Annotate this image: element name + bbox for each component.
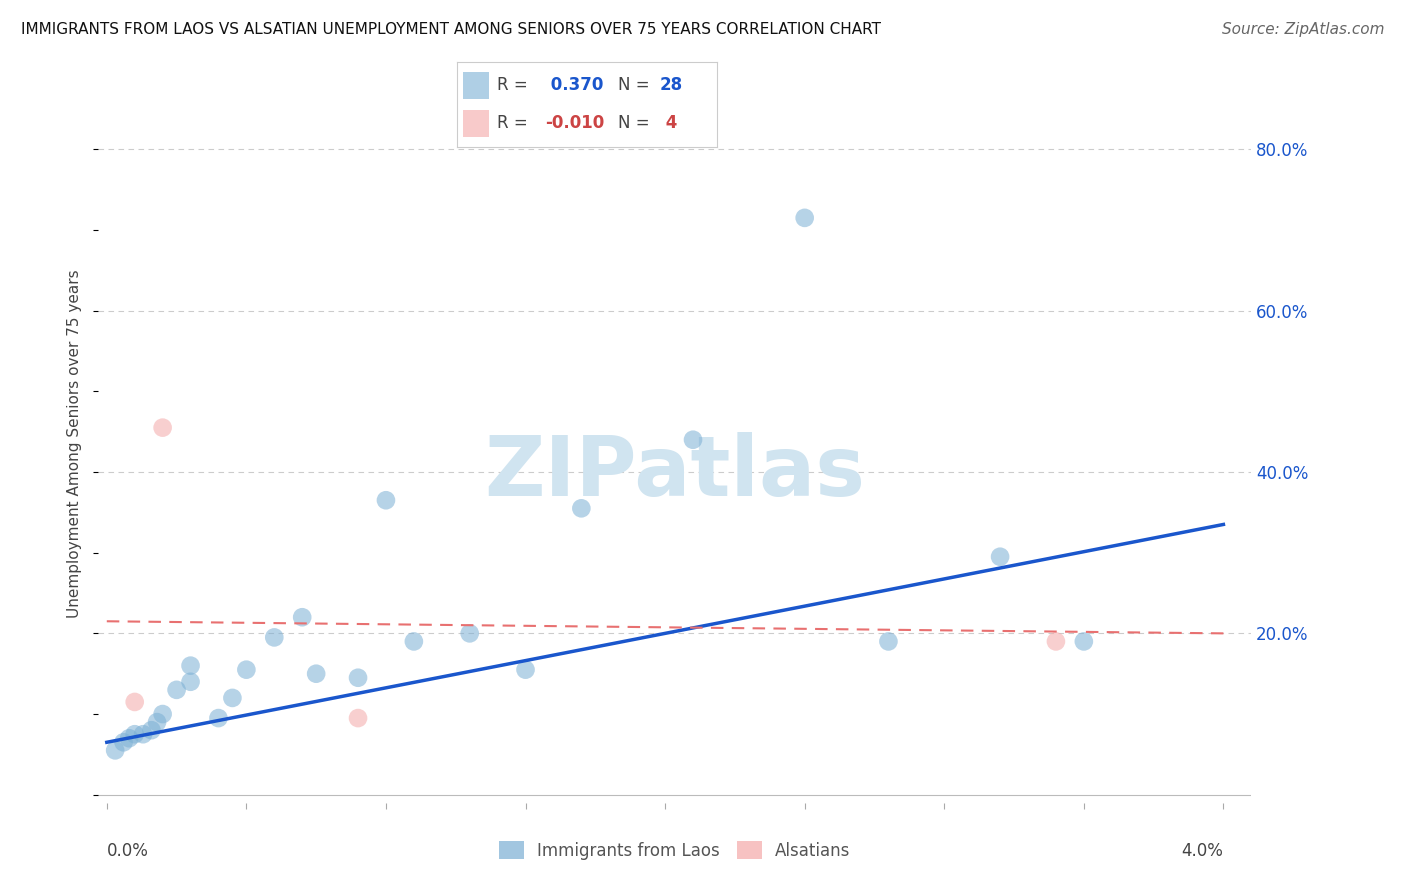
Point [124, 727, 146, 741]
Point [118, 731, 141, 746]
Text: 0.0%: 0.0% [107, 842, 149, 860]
Text: 0.370: 0.370 [546, 77, 603, 95]
Point [263, 631, 285, 645]
Point [221, 690, 243, 705]
Point [402, 634, 425, 648]
Bar [464, 110, 489, 137]
Point [347, 711, 370, 725]
Text: 4: 4 [659, 114, 678, 132]
Point [793, 211, 815, 225]
Point [207, 711, 229, 725]
Point [152, 420, 174, 434]
Point [682, 433, 704, 447]
Point [104, 743, 127, 757]
Bar [464, 71, 489, 99]
Point [235, 663, 257, 677]
Point [166, 682, 188, 697]
Point [988, 549, 1011, 564]
Point [291, 610, 314, 624]
Point [112, 735, 135, 749]
Point [180, 658, 202, 673]
Y-axis label: Unemployment Among Seniors over 75 years: Unemployment Among Seniors over 75 years [67, 269, 83, 618]
Text: IMMIGRANTS FROM LAOS VS ALSATIAN UNEMPLOYMENT AMONG SENIORS OVER 75 YEARS CORREL: IMMIGRANTS FROM LAOS VS ALSATIAN UNEMPLO… [21, 22, 882, 37]
Text: 28: 28 [659, 77, 683, 95]
Point [877, 634, 900, 648]
Text: -0.010: -0.010 [546, 114, 605, 132]
Text: R =: R = [498, 77, 529, 95]
Point [141, 723, 163, 738]
Point [1045, 634, 1067, 648]
Point [569, 501, 592, 516]
Text: N =: N = [619, 114, 650, 132]
Point [146, 715, 169, 730]
Point [515, 663, 537, 677]
Text: Source: ZipAtlas.com: Source: ZipAtlas.com [1222, 22, 1385, 37]
Point [180, 674, 202, 689]
Text: N =: N = [619, 77, 650, 95]
Point [347, 671, 370, 685]
Point [458, 626, 481, 640]
Text: ZIPatlas: ZIPatlas [485, 432, 865, 513]
Point [152, 707, 174, 722]
Text: 4.0%: 4.0% [1181, 842, 1223, 860]
Point [1073, 634, 1095, 648]
Point [124, 695, 146, 709]
Point [132, 727, 155, 741]
Point [305, 666, 328, 681]
Text: R =: R = [498, 114, 529, 132]
Legend: Immigrants from Laos, Alsatians: Immigrants from Laos, Alsatians [492, 835, 858, 866]
Point [375, 493, 398, 508]
